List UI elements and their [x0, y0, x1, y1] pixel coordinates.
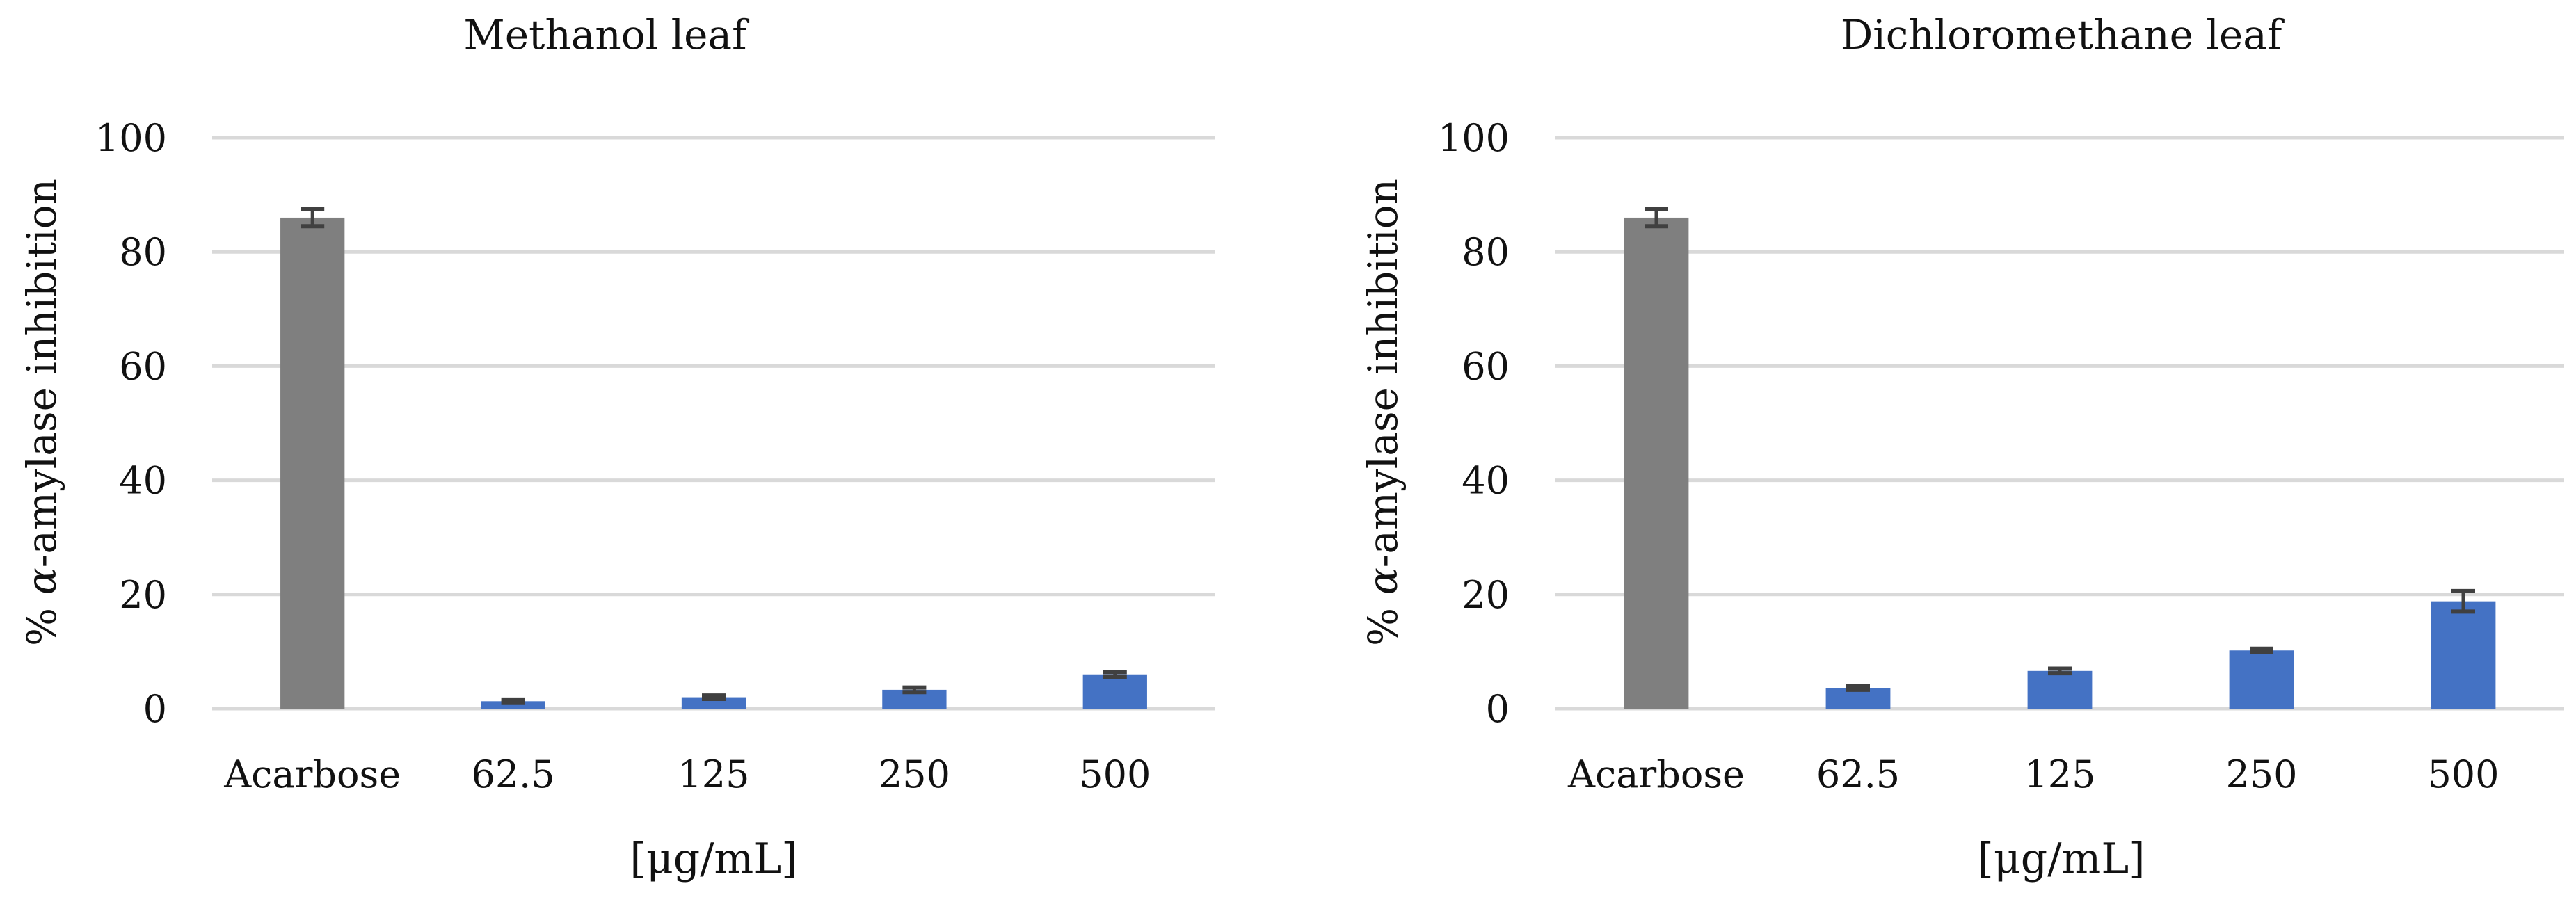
y-tick-label: 60: [119, 344, 167, 388]
chart-panel-dichloromethane-leaf: Dichloromethane leaf % α-amylase inhibit…: [1359, 11, 2564, 883]
y-axis-label-greek: α: [1359, 567, 1407, 595]
gridlines: [212, 136, 1215, 711]
chart-title: Methanol leaf: [463, 11, 749, 58]
y-tick-label: 20: [119, 573, 167, 617]
y-axis-label-suffix: -amylase inhibition: [18, 179, 65, 567]
bar-125: [681, 697, 746, 709]
category-label: 62.5: [1816, 752, 1900, 796]
bar-500: [1082, 674, 1147, 709]
category-labels: Acarbose 62.5 125 250 500: [223, 752, 1151, 796]
x-axis-label: [μg/mL]: [1977, 835, 2145, 883]
y-tick-label: 40: [1462, 459, 1510, 503]
category-labels: Acarbose 62.5 125 250 500: [1567, 752, 2499, 796]
y-tick-label: 40: [119, 459, 167, 503]
category-label: 250: [879, 752, 950, 796]
category-label: Acarbose: [223, 752, 401, 796]
category-label: 125: [2024, 752, 2095, 796]
category-label: 125: [678, 752, 749, 796]
category-label: 250: [2225, 752, 2297, 796]
y-axis-label: % α-amylase inhibition: [18, 179, 65, 646]
error-bar: [902, 685, 927, 695]
y-tick-labels: 0 20 40 60 80 100: [1438, 116, 1510, 731]
error-bars: [301, 207, 1127, 705]
error-bar: [2250, 646, 2273, 654]
x-axis-label: [μg/mL]: [630, 835, 797, 883]
error-bar: [301, 207, 325, 229]
chart-title: Dichloromethane leaf: [1841, 11, 2285, 58]
y-axis-label-greek: α: [18, 567, 65, 595]
bar-250: [2229, 650, 2294, 709]
y-tick-labels: 0 20 40 60 80 100: [95, 116, 167, 731]
error-bar: [1103, 670, 1127, 679]
y-tick-label: 0: [143, 687, 167, 731]
error-bar: [2451, 588, 2475, 614]
y-axis-label-prefix: %: [1359, 595, 1407, 646]
bar-acarbose: [1624, 217, 1689, 709]
bar-acarbose: [280, 217, 345, 709]
error-bar: [501, 697, 525, 705]
y-axis-label: % α-amylase inhibition: [1359, 179, 1407, 646]
bar-500: [2431, 601, 2496, 709]
y-tick-label: 100: [95, 116, 167, 160]
y-tick-label: 80: [119, 230, 167, 274]
bars: [280, 217, 1147, 709]
category-label: 500: [2427, 752, 2499, 796]
y-tick-label: 80: [1462, 230, 1510, 274]
error-bar: [1645, 207, 1668, 229]
y-tick-label: 60: [1462, 344, 1510, 388]
category-label: 500: [1079, 752, 1151, 796]
y-tick-label: 0: [1486, 687, 1510, 731]
y-tick-label: 20: [1462, 573, 1510, 617]
error-bar: [2048, 666, 2072, 676]
error-bar: [702, 693, 726, 702]
gridlines: [1555, 136, 2564, 711]
category-label: Acarbose: [1567, 752, 1745, 796]
category-label: 62.5: [471, 752, 554, 796]
bars: [1624, 217, 2496, 709]
y-axis-label-prefix: %: [18, 595, 65, 646]
bar-125: [2027, 670, 2093, 709]
y-tick-label: 100: [1438, 116, 1510, 160]
y-axis-label-suffix: -amylase inhibition: [1359, 179, 1407, 567]
error-bar: [1846, 684, 1870, 692]
chart-panel-methanol-leaf: Methanol leaf % α-amylase inhibition 0 20…: [18, 11, 1215, 883]
error-bars: [1645, 207, 2475, 692]
